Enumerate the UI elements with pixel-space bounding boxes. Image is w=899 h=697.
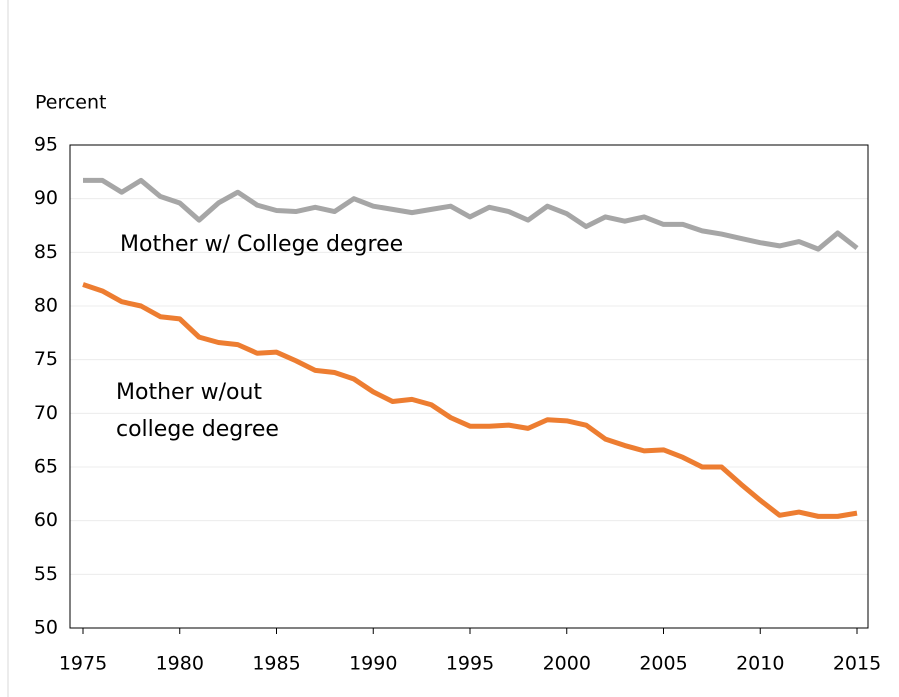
series-line — [82, 282, 858, 519]
y-tick-label: 70 — [34, 402, 58, 424]
x-tick-label: 2015 — [833, 653, 881, 675]
plot-frame — [69, 144, 869, 629]
x-tick-label: 1985 — [252, 653, 300, 675]
y-tick-label: 85 — [34, 241, 58, 263]
y-tick-label: 75 — [34, 348, 58, 370]
y-tick-label: 60 — [34, 509, 58, 531]
x-tick-label: 2000 — [543, 653, 591, 675]
x-tick-label: 1975 — [59, 653, 107, 675]
y-tick-label: 50 — [34, 617, 58, 639]
y-tick-label: 95 — [34, 134, 58, 156]
series-label: college degree — [116, 417, 279, 442]
series-line — [83, 177, 859, 252]
y-tick-label: 90 — [34, 187, 58, 209]
y-tick-label: 55 — [34, 563, 58, 585]
x-tick-label: 2010 — [736, 653, 784, 675]
series-label: Mother w/out — [116, 380, 262, 405]
series-label: Mother w/ College degree — [120, 232, 403, 257]
y-tick-label: 65 — [34, 456, 58, 478]
x-tick-label: 1995 — [446, 653, 494, 675]
x-tick-label: 2005 — [639, 653, 687, 675]
x-tick-label: 1980 — [156, 653, 204, 675]
x-tick-label: 1990 — [349, 653, 397, 675]
y-tick-label: 80 — [34, 295, 58, 317]
y-axis-label: Percent — [35, 92, 107, 114]
